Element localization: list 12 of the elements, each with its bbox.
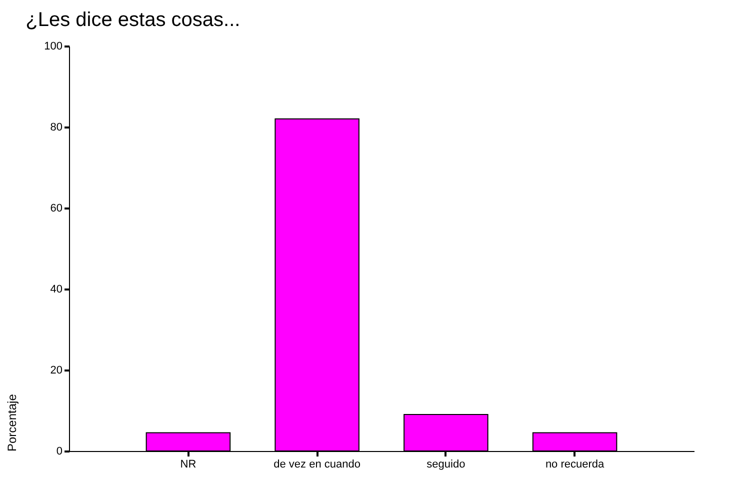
x-tick-label: de vez en cuando bbox=[274, 458, 360, 470]
x-tick-label: NR bbox=[180, 458, 196, 470]
y-tick-label: 60 bbox=[50, 202, 62, 214]
y-tick-label: 20 bbox=[50, 364, 62, 376]
x-tick-label: seguido bbox=[426, 458, 466, 470]
x-tick-label: no recuerda bbox=[545, 458, 606, 470]
y-tick-label: 0 bbox=[56, 446, 62, 458]
y-tick-label: 40 bbox=[50, 284, 62, 296]
y-tick-label: 100 bbox=[44, 40, 62, 52]
y-axis-title: Porcentaje bbox=[5, 394, 20, 452]
y-tick-label: 80 bbox=[50, 122, 62, 134]
chart-title: ¿Les dice estas cosas... bbox=[26, 9, 240, 31]
